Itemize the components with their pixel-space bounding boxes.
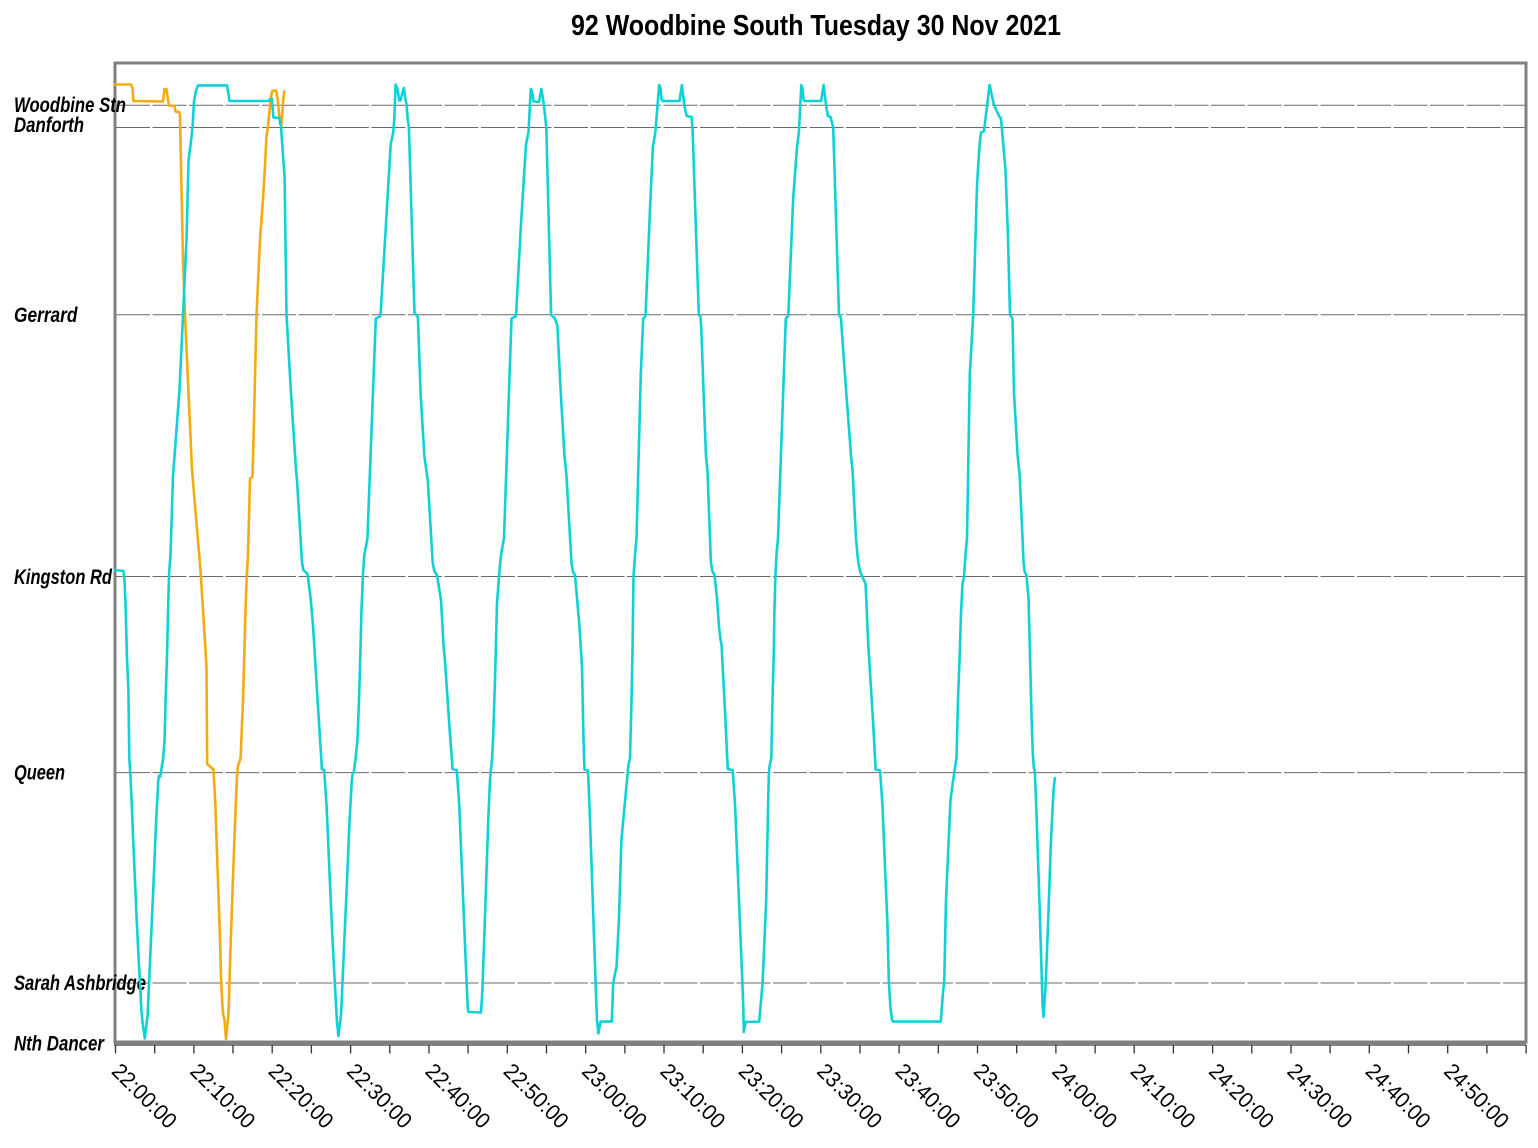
- svg-text:Danforth: Danforth: [14, 114, 84, 137]
- svg-text:Woodbine Stn: Woodbine Stn: [14, 94, 126, 117]
- svg-text:Sarah Ashbridge: Sarah Ashbridge: [14, 972, 146, 995]
- svg-text:Nth Dancer: Nth Dancer: [14, 1033, 105, 1056]
- svg-text:Queen: Queen: [14, 762, 65, 785]
- svg-text:Kingston Rd: Kingston Rd: [14, 566, 113, 589]
- svg-text:92 Woodbine South Tuesday 30 N: 92 Woodbine South Tuesday 30 Nov 2021: [571, 10, 1061, 42]
- svg-text:Gerrard: Gerrard: [14, 304, 78, 327]
